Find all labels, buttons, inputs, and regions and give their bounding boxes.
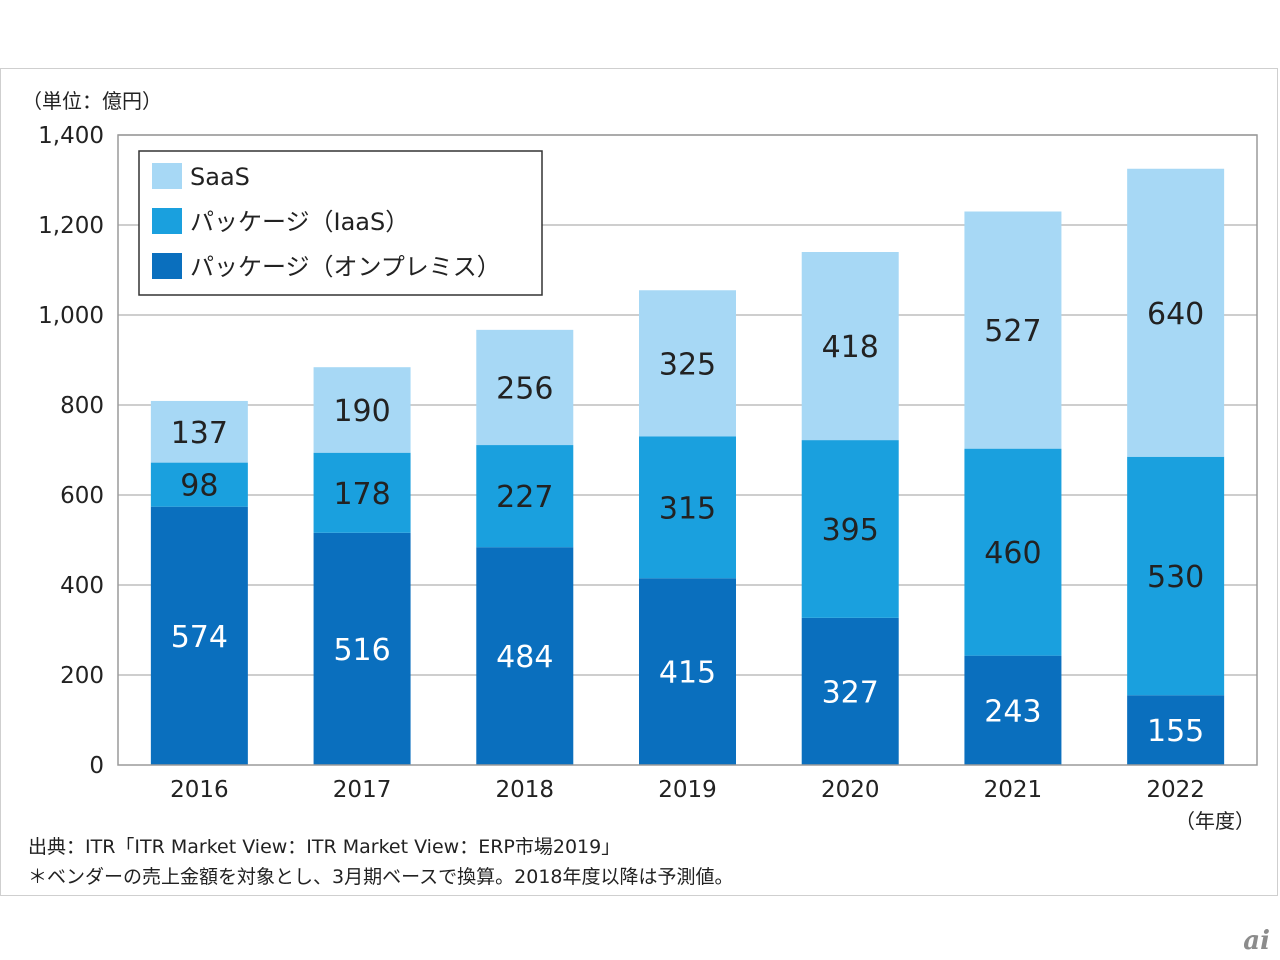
watermark-logo: ai [1243,926,1270,956]
bar-segment [313,452,411,533]
legend-label: パッケージ（IaaS） [190,208,409,236]
x-unit-label: （年度） [1175,809,1255,833]
bar-segment [476,445,574,548]
bar-value-label: 137 [171,416,228,451]
x-tick-label: 2017 [333,777,392,803]
x-tick-label: 2019 [658,777,717,803]
legend-swatch [152,163,182,189]
legend-box [138,150,543,296]
footnote: ＊ベンダーの売上金額を対象とし、3月期ベースで換算。2018年度以降は予測値。 [28,866,734,888]
bar-segment [1127,168,1225,457]
bar-segment [1127,456,1225,696]
bar-segment [150,462,248,507]
bar-segment [801,440,899,618]
bar-segment [476,547,574,765]
bar-value-label: 327 [822,675,879,710]
y-tick-label: 800 [60,393,104,419]
bar-value-label: 178 [333,477,390,512]
bar-segment [639,578,736,765]
legend-swatch [152,253,182,279]
source-note: 出典：ITR「ITR Market View：ITR Market View：E… [28,836,621,858]
bar-segment [801,252,899,441]
bar-value-label: 460 [984,536,1041,571]
bar-value-label: 243 [984,694,1041,729]
y-tick-label: 200 [60,663,104,689]
bar-segment [639,436,736,579]
y-tick-label: 400 [60,573,104,599]
bar-segment [313,532,411,765]
y-unit-label: （単位：億円） [22,89,162,113]
bar-segment [964,211,1062,449]
legend-label: パッケージ（オンプレミス） [190,253,501,281]
bar-value-label: 155 [1147,714,1204,749]
bar-value-label: 227 [496,480,553,515]
bar-segment [801,617,899,765]
bar-segment [476,329,574,446]
plot-area [117,134,1258,766]
bar-value-label: 574 [171,620,228,655]
bar-segment [150,506,248,765]
bar-value-label: 418 [822,330,879,365]
bar-value-label: 190 [333,394,390,429]
bar-segment [1127,695,1225,765]
y-tick-label: 1,000 [38,303,104,329]
y-tick-label: 0 [89,753,104,779]
legend-swatch [152,208,182,234]
y-tick-label: 1,200 [38,213,104,239]
y-tick-label: 1,400 [38,123,104,149]
x-tick-label: 2018 [496,777,555,803]
bar-value-label: 415 [659,656,716,691]
bar-segment [964,655,1062,765]
bar-value-label: 530 [1147,560,1204,595]
bar-value-label: 315 [659,491,716,526]
legend-label: SaaS [190,163,250,191]
bar-value-label: 527 [984,314,1041,349]
bar-segment [964,448,1062,656]
x-tick-label: 2016 [170,777,229,803]
bar-value-label: 98 [180,469,218,504]
y-tick-label: 600 [60,483,104,509]
x-tick-label: 2022 [1146,777,1205,803]
bar-segment [150,400,248,463]
bar-value-label: 325 [659,347,716,382]
x-tick-label: 2020 [821,777,880,803]
bar-value-label: 516 [333,633,390,668]
x-tick-label: 2021 [984,777,1043,803]
bar-value-label: 640 [1147,297,1204,332]
chart-frame [0,68,1278,896]
bar-value-label: 256 [496,371,553,406]
bar-segment [639,290,736,437]
bar-segment [313,367,411,453]
bar-value-label: 395 [822,513,879,548]
bar-value-label: 484 [496,640,553,675]
